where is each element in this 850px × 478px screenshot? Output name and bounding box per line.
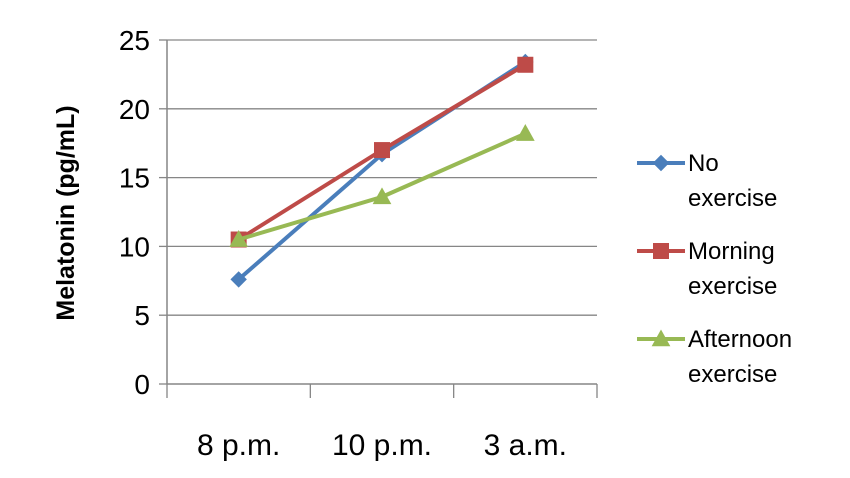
y-axis-label: Melatonin (pg/mL) bbox=[52, 105, 80, 320]
legend-label: Morning exercise bbox=[688, 238, 777, 300]
series-lines bbox=[229, 53, 535, 288]
legend-label: No exercise bbox=[688, 150, 777, 212]
y-tick-label: 5 bbox=[134, 300, 150, 331]
gridlines bbox=[167, 39, 597, 316]
x-tick-label: 3 a.m. bbox=[484, 429, 567, 462]
data-point bbox=[517, 56, 534, 73]
legend-label: Afternoon exercise bbox=[688, 326, 792, 388]
legend-marker bbox=[652, 154, 670, 172]
y-tick-label: 25 bbox=[119, 25, 150, 56]
data-point bbox=[515, 124, 535, 141]
data-point bbox=[230, 271, 247, 288]
y-tick-label: 10 bbox=[119, 231, 150, 262]
axes bbox=[159, 39, 598, 398]
data-point bbox=[229, 229, 249, 247]
legend-item: Afternoon exercise bbox=[637, 326, 792, 388]
legend: No exercise Morning exercise Afternoon exerci… bbox=[637, 150, 792, 388]
legend-item: No exercise bbox=[637, 150, 777, 212]
data-point bbox=[372, 187, 392, 205]
series-triangle bbox=[229, 124, 535, 247]
y-tick-labels: 0 5 10 15 20 25 bbox=[119, 25, 150, 400]
y-tick-label: 15 bbox=[119, 163, 150, 194]
legend-item: Morning exercise bbox=[637, 238, 777, 300]
legend-marker bbox=[653, 243, 669, 259]
y-tick-label: 20 bbox=[119, 94, 150, 125]
x-tick-labels: 8 p.m. 10 p.m. 3 a.m. bbox=[197, 429, 567, 462]
x-tick-label: 8 p.m. bbox=[197, 429, 280, 462]
data-point bbox=[374, 142, 390, 159]
x-tick-label: 10 p.m. bbox=[332, 429, 432, 462]
legend-marker bbox=[651, 329, 671, 347]
y-tick-label: 0 bbox=[134, 369, 150, 400]
